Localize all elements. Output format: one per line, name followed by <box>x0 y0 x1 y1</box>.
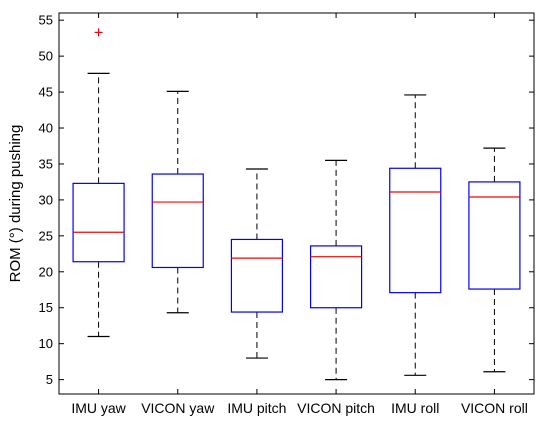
y-tick-label: 25 <box>39 228 53 243</box>
outlier-marker <box>94 28 103 37</box>
y-tick-label: 15 <box>39 300 53 315</box>
y-tick-label: 10 <box>39 336 53 351</box>
y-tick-label: 40 <box>39 121 53 136</box>
x-category-label: IMU pitch <box>227 400 286 416</box>
y-tick-label: 20 <box>39 264 53 279</box>
x-category-label: VICON pitch <box>297 400 375 416</box>
y-axis-title: ROM (°) during pushing <box>7 125 24 283</box>
y-tick-label: 5 <box>46 372 53 387</box>
box-iqr <box>151 173 204 269</box>
box-iqr <box>468 181 521 290</box>
box-iqr <box>72 182 125 263</box>
x-category-label: IMU yaw <box>71 400 126 416</box>
y-tick-label: 55 <box>39 13 53 28</box>
x-category-label: VICON roll <box>461 400 528 416</box>
x-category-label: VICON yaw <box>141 400 215 416</box>
axis-ticks: 5 10 15 20 25 30 35 40 45 50 55 IMU yaw VICON yaw IMU… <box>39 13 534 416</box>
box-iqr <box>389 167 442 294</box>
y-tick-label: 50 <box>39 49 53 64</box>
plot-frame <box>58 12 535 395</box>
y-tick-label: 30 <box>39 192 53 207</box>
box-iqr <box>309 245 363 309</box>
y-tick-label: 35 <box>39 156 53 171</box>
y-tick-label: 45 <box>39 85 53 100</box>
plot-marks <box>72 28 521 381</box>
x-category-label: IMU roll <box>391 400 439 416</box>
box-iqr <box>230 238 284 313</box>
